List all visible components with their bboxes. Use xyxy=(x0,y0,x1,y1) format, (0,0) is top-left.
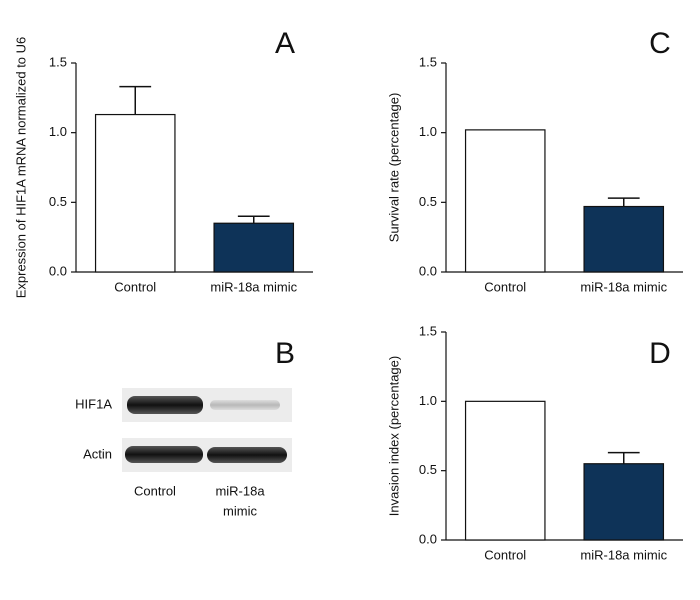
bar xyxy=(94,113,176,273)
y-tick-label: 1.0 xyxy=(49,124,67,139)
bar xyxy=(464,400,546,541)
y-tick-label: 1.5 xyxy=(49,54,67,69)
panel-letter: D xyxy=(649,337,671,370)
panel-letter: C xyxy=(649,27,671,60)
panel-letter: B xyxy=(275,337,295,370)
y-axis-label: Invasion index (percentage) xyxy=(386,356,401,516)
y-tick-label: 0.5 xyxy=(49,194,67,209)
blot-row-label: Actin xyxy=(83,446,112,461)
y-tick-label: 0.0 xyxy=(419,531,437,546)
x-tick-label: miR-18a mimic xyxy=(210,279,297,294)
y-tick-label: 1.0 xyxy=(419,124,437,139)
y-tick-label: 0.0 xyxy=(419,263,437,278)
panel-letter: A xyxy=(275,27,295,60)
y-axis-label: Expression of HIF1A mRNA normalized to U… xyxy=(13,37,28,299)
x-tick-label: Control xyxy=(114,279,156,294)
bar xyxy=(213,222,295,273)
blot-lane-label: Control xyxy=(134,483,176,498)
y-tick-label: 1.5 xyxy=(419,323,437,338)
x-tick-label: miR-18a mimic xyxy=(580,547,667,562)
x-tick-label: miR-18a mimic xyxy=(580,279,667,294)
bar xyxy=(464,129,546,273)
blot-row-label: HIF1A xyxy=(75,396,112,411)
y-tick-label: 0.5 xyxy=(419,194,437,209)
x-tick-label: Control xyxy=(484,279,526,294)
bar xyxy=(583,205,665,273)
y-tick-label: 0.5 xyxy=(419,462,437,477)
y-axis-label: Survival rate (percentage) xyxy=(386,93,401,243)
y-tick-label: 0.0 xyxy=(49,263,67,278)
y-tick-label: 1.5 xyxy=(419,54,437,69)
blot-image xyxy=(122,388,292,472)
blot-lane-label: miR-18a xyxy=(215,483,265,498)
blot-lane-label: mimic xyxy=(223,503,257,518)
bar xyxy=(583,463,665,541)
x-tick-label: Control xyxy=(484,547,526,562)
y-tick-label: 1.0 xyxy=(419,393,437,408)
